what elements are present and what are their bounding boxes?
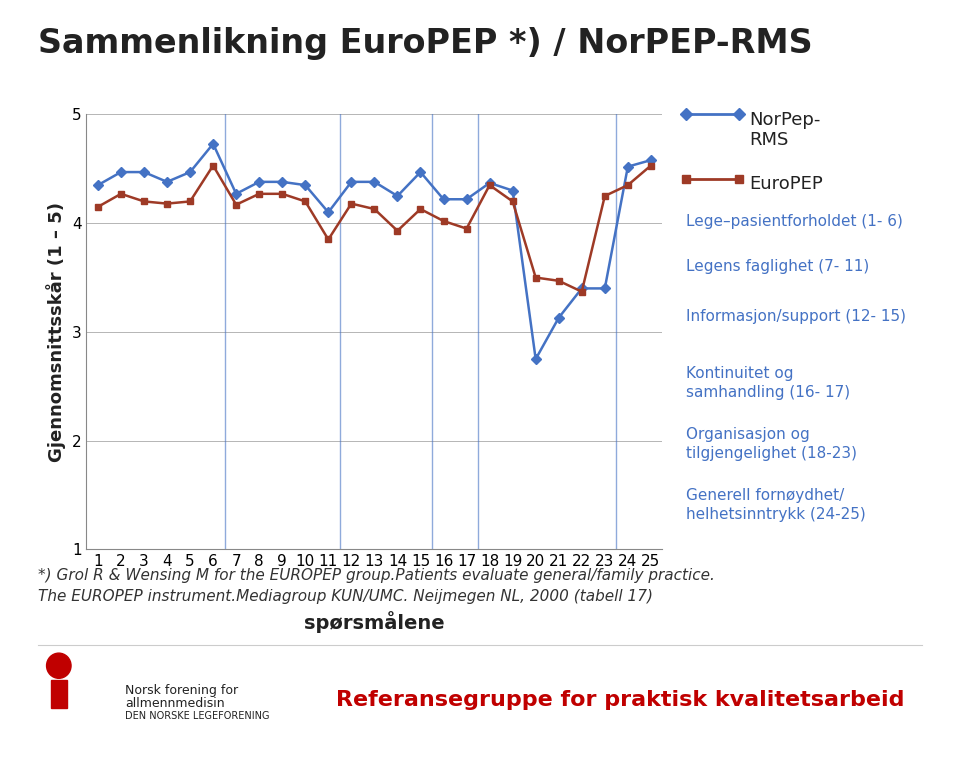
Text: Informasjon/support (12- 15): Informasjon/support (12- 15): [686, 309, 906, 324]
Text: NorPep-
RMS: NorPep- RMS: [749, 111, 820, 150]
Text: Organisasjon og
tilgjengelighet (18-23): Organisasjon og tilgjengelighet (18-23): [686, 427, 857, 461]
Text: Sammenlikning EuroPEP *) / NorPEP-RMS: Sammenlikning EuroPEP *) / NorPEP-RMS: [38, 27, 813, 60]
Text: The EUROPEP instrument.Mediagroup KUN/UMC. Neijmegen NL, 2000 (tabell 17): The EUROPEP instrument.Mediagroup KUN/UM…: [38, 589, 654, 604]
Text: Kontinuitet og
samhandling (16- 17): Kontinuitet og samhandling (16- 17): [686, 366, 851, 400]
Text: Referansegruppe for praktisk kvalitetsarbeid: Referansegruppe for praktisk kvalitetsar…: [336, 690, 904, 710]
Text: spørsmålene: spørsmålene: [304, 611, 444, 633]
Text: Lege–pasientforholdet (1- 6): Lege–pasientforholdet (1- 6): [686, 214, 903, 229]
Text: DEN NORSKE LEGEFORENING: DEN NORSKE LEGEFORENING: [125, 711, 270, 722]
Text: *) Grol R & Wensing M for the EUROPEP group.Patients evaluate general/family pra: *) Grol R & Wensing M for the EUROPEP gr…: [38, 568, 715, 584]
Text: Legens faglighet (7- 11): Legens faglighet (7- 11): [686, 259, 870, 275]
Circle shape: [46, 653, 71, 678]
Text: allmennmedisin: allmennmedisin: [125, 697, 225, 710]
Y-axis label: Gjennomsnittsskår (1 – 5): Gjennomsnittsskår (1 – 5): [46, 202, 66, 462]
Text: EuroPEP: EuroPEP: [749, 175, 823, 194]
Text: Norsk forening for: Norsk forening for: [125, 684, 238, 697]
Polygon shape: [51, 680, 67, 708]
Text: Generell fornøydhet/
helhetsinntrykk (24-25): Generell fornøydhet/ helhetsinntrykk (24…: [686, 488, 866, 522]
